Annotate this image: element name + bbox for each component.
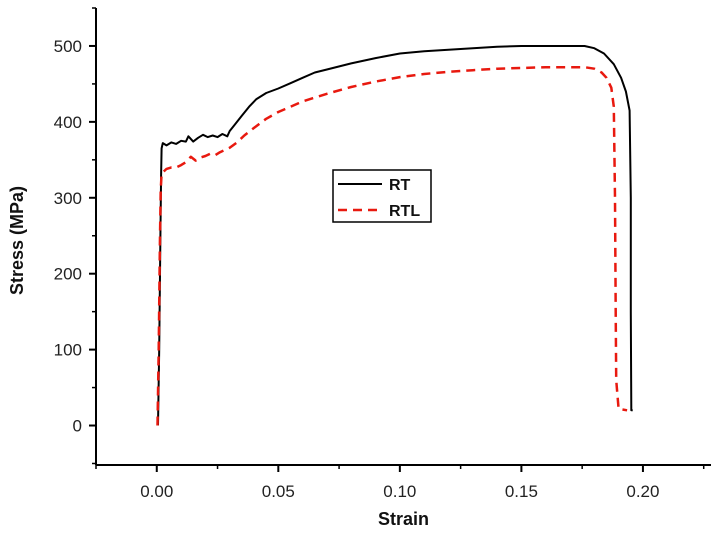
y-tick-label: 100 — [54, 341, 82, 360]
series-line-rtl — [156, 65, 628, 426]
legend-box — [332, 169, 432, 223]
legend: RT RTL — [332, 169, 432, 223]
legend-label-rt: RT — [389, 177, 411, 194]
series — [156, 45, 633, 426]
y-tick-label: 500 — [54, 37, 82, 56]
x-tick-label: 0.20 — [626, 482, 659, 501]
ticks: 0.00 0.05 0.10 0.15 0.20 0 100 200 300 400 500 — [54, 7, 705, 501]
x-axis-title: Strain — [378, 509, 429, 529]
x-tick-label: 0.10 — [383, 482, 416, 501]
y-tick-label: 0 — [73, 417, 82, 436]
x-tick-label: 0.05 — [262, 482, 295, 501]
y-tick-label: 400 — [54, 113, 82, 132]
x-tick-label: 0.15 — [505, 482, 538, 501]
legend-label-rtl: RTL — [389, 203, 420, 220]
y-tick-label: 200 — [54, 265, 82, 284]
y-tick-label: 300 — [54, 189, 82, 208]
y-axis-title: Stress (MPa) — [7, 186, 27, 295]
x-tick-label: 0.00 — [140, 482, 173, 501]
axes — [95, 8, 711, 466]
series-line-rt — [157, 45, 633, 426]
